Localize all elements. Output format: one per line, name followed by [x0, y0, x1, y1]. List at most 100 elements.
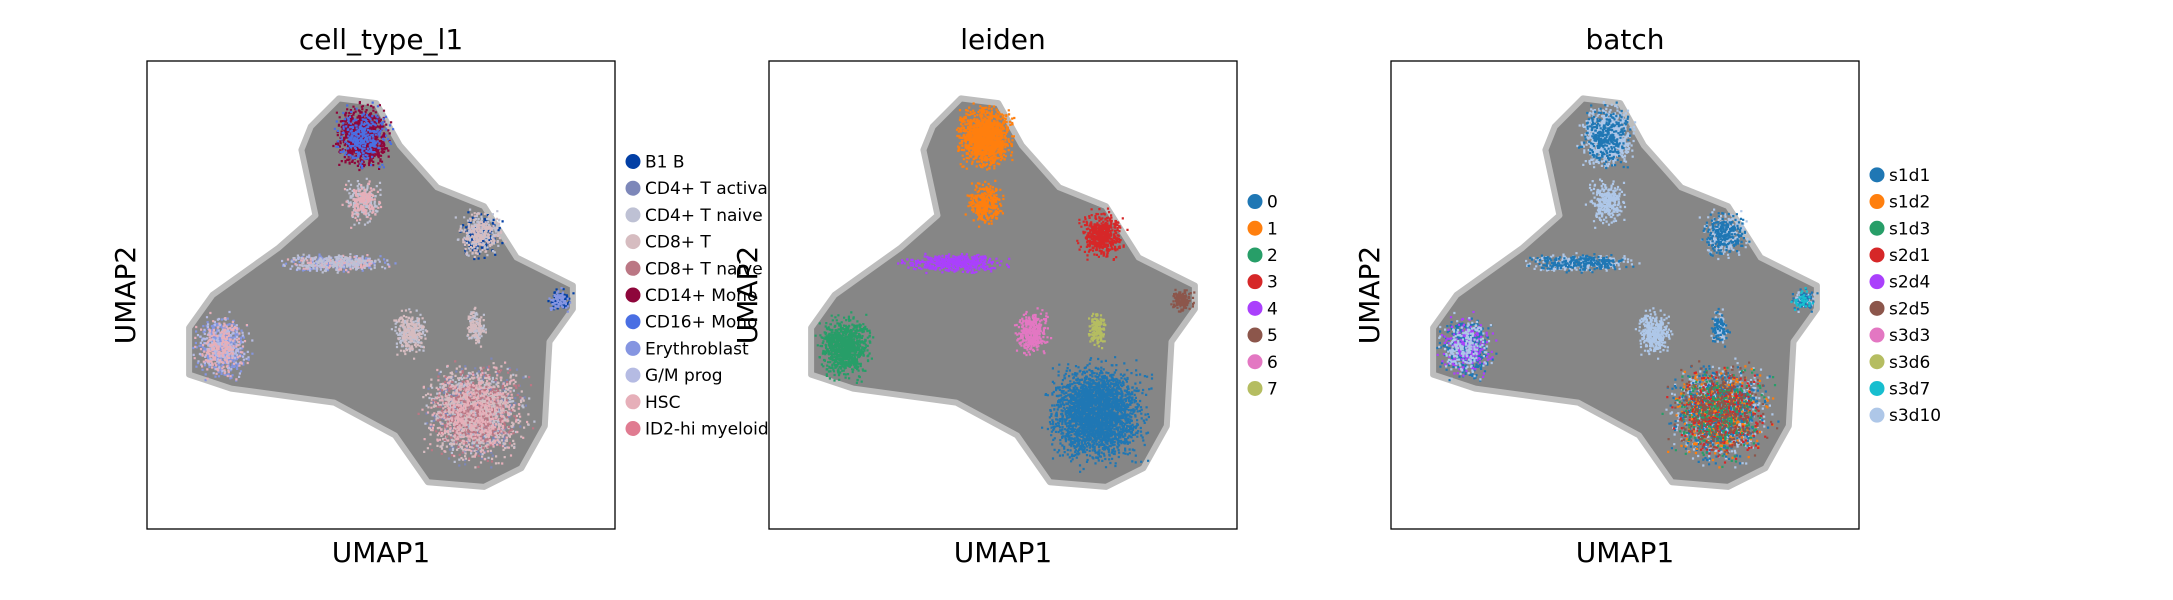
legend-marker — [1247, 220, 1263, 236]
legend-marker — [1869, 274, 1885, 290]
scatter-points — [466, 306, 487, 348]
legend-marker — [1247, 354, 1263, 370]
scatter-points — [454, 208, 501, 257]
umap-panel-2: leiden UMAP1 UMAP2 0 1 2 3 4 5 6 7 — [731, 23, 1278, 569]
scatter-points — [1661, 366, 1777, 468]
legend-label: G/M prog — [645, 366, 723, 386]
scatter-points — [417, 360, 535, 468]
legend-marker — [1869, 407, 1885, 423]
umap-panel-1: cell_type_l1 UMAP1 UMAP2 B1 B CD4+ T activa C… — [109, 23, 769, 569]
legend-marker — [625, 260, 641, 276]
legend-label: 2 — [1267, 246, 1278, 266]
legend-label: 0 — [1267, 193, 1278, 213]
legend-label: 5 — [1267, 326, 1278, 346]
scatter-points — [955, 102, 1016, 171]
panel-title: cell_type_l1 — [299, 23, 463, 56]
scatter-points — [1790, 287, 1814, 311]
legend-label: CD16+ Mono — [645, 313, 757, 333]
legend-label: CD8+ T — [645, 233, 711, 253]
legend-label: s1d1 — [1889, 166, 1930, 186]
legend-label: s1d2 — [1889, 193, 1930, 213]
scatter-points — [1013, 307, 1053, 357]
x-axis-label: UMAP1 — [1576, 536, 1675, 569]
scatter-points — [393, 309, 429, 360]
legend-marker — [1247, 194, 1263, 210]
y-axis-label: UMAP2 — [1353, 246, 1386, 345]
scatter-cloud — [186, 95, 576, 490]
legend-label: CD14+ Mono — [645, 286, 757, 306]
legend-label: s3d10 — [1889, 406, 1941, 426]
scatter-points — [341, 180, 383, 229]
scatter-points — [1170, 288, 1196, 313]
legend-marker — [625, 287, 641, 303]
legend-marker — [1869, 300, 1885, 316]
x-axis-label: UMAP1 — [332, 536, 431, 569]
scatter-points — [548, 287, 572, 313]
scatter-points — [814, 311, 875, 384]
legend-label: s1d3 — [1889, 219, 1930, 239]
legend-marker — [625, 367, 641, 383]
scatter-points — [1584, 178, 1627, 229]
legend: s1d1 s1d2 s1d3 s2d1 s2d4 s2d5 s3d3 s3d6 s3d7 s3d1… — [1869, 166, 1941, 426]
legend: 0 1 2 3 4 5 6 7 — [1247, 193, 1278, 399]
legend-marker — [625, 234, 641, 250]
legend-label: CD4+ T naive — [645, 206, 763, 226]
scatter-points — [964, 179, 1005, 228]
scatter-points — [1710, 307, 1731, 348]
legend: B1 B CD4+ T activa CD4+ T naive CD8+ T CD8+ … — [625, 153, 769, 440]
scatter-cloud — [808, 95, 1198, 490]
scatter-cloud — [1430, 95, 1820, 490]
legend-label: ID2-hi myeloid — [645, 420, 769, 440]
legend-marker — [1247, 247, 1263, 263]
legend-marker — [625, 394, 641, 410]
legend-marker — [1247, 380, 1263, 396]
x-axis-label: UMAP1 — [954, 536, 1053, 569]
legend-marker — [1869, 380, 1885, 396]
legend-marker — [1247, 300, 1263, 316]
scatter-points — [1791, 287, 1819, 313]
legend-marker — [1247, 274, 1263, 290]
legend-marker — [1869, 194, 1885, 210]
legend-label: 3 — [1267, 273, 1278, 293]
scatter-points — [1666, 360, 1779, 457]
legend-marker — [1869, 220, 1885, 236]
scatter-points — [1087, 312, 1107, 350]
scatter-points — [1698, 208, 1749, 261]
scatter-points — [897, 252, 1011, 275]
legend-marker — [625, 421, 641, 436]
legend-label: s2d4 — [1889, 273, 1930, 293]
scatter-points — [1667, 365, 1775, 469]
axes-frame — [1390, 60, 1860, 530]
scatter-points — [1438, 311, 1493, 381]
panel-title: leiden — [960, 23, 1046, 56]
scatter-points — [422, 362, 530, 469]
axes-frame — [768, 60, 1238, 530]
legend-label: Erythroblast — [645, 339, 749, 359]
legend-marker — [625, 154, 641, 169]
scatter-points — [1578, 101, 1632, 170]
scatter-points — [1041, 356, 1154, 473]
legend-marker — [1869, 247, 1885, 263]
legend-label: s2d1 — [1889, 246, 1930, 266]
panel-title: batch — [1585, 23, 1664, 56]
y-axis-label: UMAP2 — [109, 246, 142, 345]
scatter-points — [459, 211, 504, 261]
legend-marker — [625, 314, 641, 330]
scatter-points — [283, 253, 384, 274]
axes-frame — [146, 60, 616, 530]
legend-label: s3d7 — [1889, 379, 1930, 399]
scatter-points — [1076, 207, 1129, 261]
legend-label: s2d5 — [1889, 299, 1930, 319]
legend-label: CD8+ T naive — [645, 259, 763, 279]
scatter-points — [1634, 307, 1674, 360]
umap-panel-3: batch UMAP1 UMAP2 s1d1 s1d2 s1d3 s2d1 s2d4 s2d5 s… — [1353, 23, 1941, 569]
legend-label: 7 — [1267, 379, 1278, 399]
legend-label: CD4+ T activa — [645, 179, 768, 199]
legend-label: 1 — [1267, 219, 1278, 239]
legend-marker — [625, 180, 641, 196]
y-axis-label: UMAP2 — [731, 246, 764, 345]
scatter-points — [1701, 212, 1751, 257]
legend-label: B1 B — [645, 153, 685, 173]
scatter-points — [466, 311, 487, 344]
